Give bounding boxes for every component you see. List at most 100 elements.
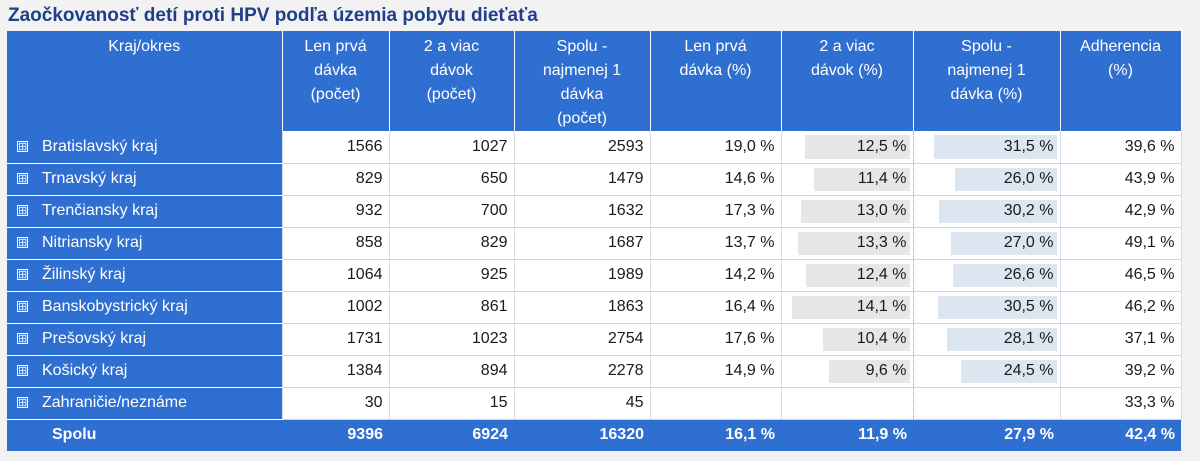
table-row: ⊞ Zahraničie/neznáme 30 15 45 33,3 % [7,387,1182,420]
table-row: ⊞ Trnavský kraj 829 650 1479 14,6 % 11,4 % 26,0… [7,163,1182,196]
table-row: ⊞ Žilinský kraj 1064 925 1989 14,2 % 12,4 % 26,… [7,259,1182,292]
cell-value: 2754 [607,330,644,347]
cell-value: 14,2 % [724,266,775,283]
cell-value: 1479 [607,170,644,187]
col-header-total-pct[interactable]: Spolu - najmenej 1 dávka (%) [913,31,1061,131]
cell-value: 12,5 % [856,137,907,155]
region-name: Trenčiansky kraj [42,202,158,219]
cell-first-dose-count: 1064 [282,259,390,292]
expand-icon[interactable]: ⊞ [17,269,28,281]
total-total-pct: 27,9 % [913,419,1060,451]
col-header-multi-dose-count[interactable]: 2 a viac dávok (počet) [389,31,515,131]
cell-total-pct: 30,5 % [913,291,1061,324]
cell-value: 10,4 % [856,330,907,347]
row-label[interactable]: ⊞ Bratislavský kraj [7,131,283,164]
table-row: ⊞ Bratislavský kraj 1566 1027 2593 19,0 % 12,5… [7,131,1182,164]
total-multi-dose-count: 6924 [389,419,514,451]
cell-multi-dose-count: 861 [389,291,515,324]
cell-total-count: 1632 [514,195,651,228]
col-header-first-dose-count[interactable]: Len prvá dávka (počet) [282,31,390,131]
row-label[interactable]: ⊞ Banskobystrický kraj [7,291,283,324]
col-header-multi-dose-pct[interactable]: 2 a viac dávok (%) [781,31,914,131]
cell-first-dose-count: 1002 [282,291,390,324]
data-bar-multi-dose [800,199,910,223]
cell-value: 30,5 % [1003,298,1054,315]
cell-total-pct: 28,1 % [913,323,1061,356]
cell-multi-dose-pct: 13,0 % [781,195,914,228]
expand-icon[interactable]: ⊞ [17,301,28,313]
data-bar-multi-dose [791,295,910,319]
expand-icon[interactable]: ⊞ [17,237,28,249]
cell-total-count: 2593 [514,131,651,164]
cell-first-dose-pct: 17,6 % [650,323,782,356]
cell-value: 925 [480,266,508,283]
cell-multi-dose-pct: 14,1 % [781,291,914,324]
cell-multi-dose-count: 1023 [389,323,515,356]
cell-multi-dose-pct: 12,5 % [781,131,914,164]
total-total-count: 16320 [514,419,650,451]
cell-value: 39,2 % [1124,362,1175,379]
col-header-first-dose-pct[interactable]: Len prvá dávka (%) [650,31,782,131]
row-label[interactable]: ⊞ Nitriansky kraj [7,227,283,260]
row-label[interactable]: ⊞ Žilinský kraj [7,259,283,292]
cell-value: 24,5 % [1003,362,1054,379]
col-header-total-count[interactable]: Spolu - najmenej 1 dávka (počet) [514,31,651,131]
expand-icon[interactable]: ⊞ [17,365,28,377]
cell-adherence: 43,9 % [1060,163,1182,196]
row-label[interactable]: ⊞ Prešovský kraj [7,323,283,356]
cell-total-count: 1989 [514,259,651,292]
cell-adherence: 37,1 % [1060,323,1182,356]
cell-value: 650 [480,170,508,187]
col-header-adherence[interactable]: Adherencia (%) [1060,31,1182,131]
total-first-dose-count: 9396 [282,419,389,451]
col-header-region[interactable]: Kraj/okres [7,31,283,131]
cell-multi-dose-pct: 12,4 % [781,259,914,292]
cell-value: 861 [480,298,508,315]
cell-value: 14,6 % [724,170,775,187]
cell-value: 15 [489,394,508,411]
expand-icon[interactable]: ⊞ [17,140,28,153]
cell-multi-dose-count: 650 [389,163,515,196]
cell-first-dose-count: 30 [282,387,390,420]
cell-value: 33,3 % [1124,394,1175,411]
region-name: Bratislavský kraj [42,137,158,155]
total-row: Spolu 9396 6924 16320 16,1 % 11,9 % 27,9 % 42,4… [7,419,1181,451]
row-label[interactable]: ⊞ Zahraničie/neznáme [7,387,283,420]
cell-value: 858 [355,234,383,251]
cell-first-dose-count: 858 [282,227,390,260]
row-label[interactable]: ⊞ Košický kraj [7,355,283,388]
cell-value: 31,5 % [1003,137,1054,155]
cell-value: 19,0 % [724,137,775,155]
cell-multi-dose-pct: 9,6 % [781,355,914,388]
cell-total-pct [913,387,1061,420]
page-title: Zaočkovanosť detí proti HPV podľa územia… [8,5,538,26]
total-adherence: 42,4 % [1060,419,1181,451]
table-body: ⊞ Bratislavský kraj 1566 1027 2593 19,0 % 12,5… [7,131,1182,451]
table-row: ⊞ Prešovský kraj 1731 1023 2754 17,6 % 10,4 % 2… [7,323,1182,356]
cell-adherence: 39,6 % [1060,131,1182,164]
row-label[interactable]: ⊞ Trnavský kraj [7,163,283,196]
cell-value: 894 [480,362,508,379]
cell-value: 43,9 % [1124,170,1175,187]
cell-total-pct: 24,5 % [913,355,1061,388]
cell-first-dose-pct [650,387,782,420]
expand-icon[interactable]: ⊞ [17,205,28,217]
cell-multi-dose-count: 829 [389,227,515,260]
row-label[interactable]: ⊞ Trenčiansky kraj [7,195,283,228]
cell-first-dose-pct: 13,7 % [650,227,782,260]
region-name: Banskobystrický kraj [42,298,188,315]
cell-value: 1863 [607,298,644,315]
cell-multi-dose-pct [781,387,914,420]
cell-value: 1632 [607,202,644,219]
cell-first-dose-pct: 14,9 % [650,355,782,388]
cell-first-dose-pct: 19,0 % [650,131,782,164]
region-name: Žilinský kraj [42,266,126,283]
expand-icon[interactable]: ⊞ [17,333,28,345]
expand-icon[interactable]: ⊞ [17,173,28,185]
cell-value: 42,9 % [1124,202,1175,219]
expand-icon[interactable]: ⊞ [17,397,28,409]
cell-multi-dose-count: 700 [389,195,515,228]
cell-total-pct: 26,0 % [913,163,1061,196]
cell-value: 1566 [346,137,383,155]
region-name: Košický kraj [42,362,128,379]
